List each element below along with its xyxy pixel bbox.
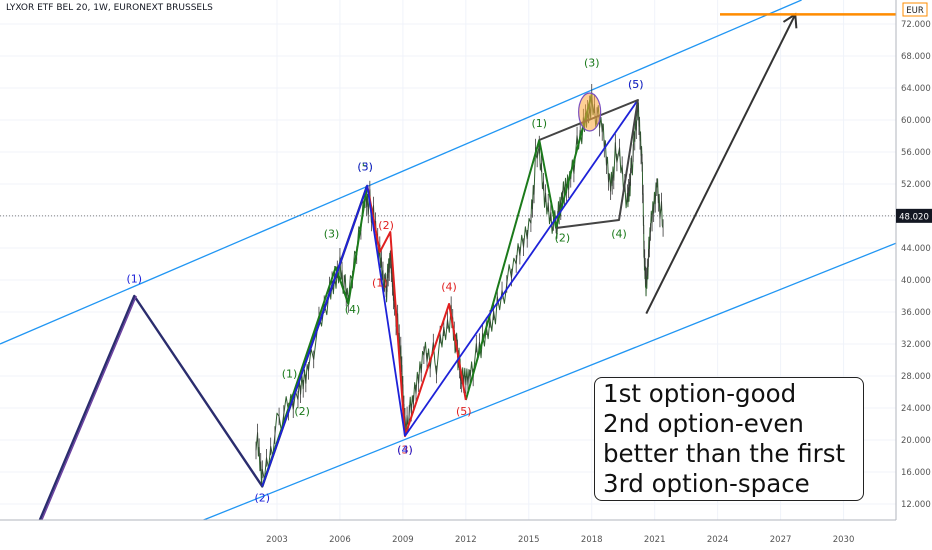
note-line-3: better than the first bbox=[603, 439, 846, 468]
hypothetical-wave-accent bbox=[41, 295, 137, 521]
y-tick-label: 72.000 bbox=[901, 20, 931, 30]
projection-arrow bbox=[645, 13, 797, 315]
y-tick-label: 24.000 bbox=[901, 404, 931, 414]
x-tick-label: 2021 bbox=[644, 535, 666, 545]
y-tick-label: 32.000 bbox=[901, 340, 931, 350]
wave-label: (1) bbox=[531, 117, 547, 130]
x-tick-label: 2030 bbox=[833, 535, 855, 545]
channel-line bbox=[0, 0, 802, 345]
impulse-wave bbox=[464, 94, 593, 401]
wave-label: (4) bbox=[345, 303, 361, 316]
wave-label: (3) bbox=[584, 56, 600, 69]
primary-wave bbox=[404, 99, 639, 437]
wave-label: (1) bbox=[282, 368, 298, 381]
y-tick-label: 12.000 bbox=[901, 500, 931, 510]
y-tick-label: 68.000 bbox=[901, 52, 931, 62]
primary-wave bbox=[261, 184, 406, 487]
x-tick-label: 2003 bbox=[266, 535, 288, 545]
y-tick-label: 44.000 bbox=[901, 244, 931, 254]
trend-channel bbox=[0, 0, 897, 521]
y-tick-label: 28.000 bbox=[901, 372, 931, 382]
wave-label: (4) bbox=[441, 280, 457, 293]
corrective-wave bbox=[366, 185, 467, 437]
wave-label: (4) bbox=[611, 228, 627, 241]
wave-label: (5) bbox=[628, 78, 644, 91]
wave-label: (4) bbox=[397, 444, 413, 457]
channel-line bbox=[203, 242, 897, 521]
x-axis-panel bbox=[0, 520, 932, 550]
y-tick-label: 36.000 bbox=[901, 308, 931, 318]
x-tick-label: 2015 bbox=[518, 535, 540, 545]
last-price-tag: 48.020 bbox=[899, 212, 929, 222]
x-tick-label: 2006 bbox=[329, 535, 351, 545]
y-axis-panel bbox=[896, 0, 932, 550]
wave-label: (2) bbox=[294, 405, 310, 418]
wave-label: (2) bbox=[254, 492, 270, 505]
highlight-circle bbox=[578, 92, 602, 132]
y-tick-label: 52.000 bbox=[901, 180, 931, 190]
wave-label: (5) bbox=[456, 405, 472, 418]
y-tick-label: 64.000 bbox=[901, 84, 931, 94]
x-tick-label: 2027 bbox=[770, 535, 792, 545]
x-tick-label: 2009 bbox=[392, 535, 414, 545]
currency-badge: EUR bbox=[906, 6, 924, 16]
y-tick-label: 20.000 bbox=[901, 436, 931, 446]
wave-label: (2) bbox=[378, 219, 394, 232]
wave-label: (3) bbox=[397, 444, 413, 457]
symbol-header: LYXOR ETF BEL 20, 1W, EURONEXT BRUSSELS bbox=[6, 3, 213, 13]
note-line-1: 1st option-good bbox=[603, 379, 797, 408]
hypothetical-wave bbox=[38, 185, 369, 521]
y-tick-label: 16.000 bbox=[901, 468, 931, 478]
last-price-tag-bg bbox=[896, 208, 932, 223]
wave-label: (5) bbox=[628, 78, 644, 91]
y-tick-label: 40.000 bbox=[901, 276, 931, 286]
note-line-2: 2nd option-even bbox=[603, 409, 804, 438]
wave-label: (3) bbox=[324, 228, 340, 241]
note-line-4: 3rd option-space bbox=[603, 469, 810, 498]
note-box: 1st option-good 2nd option-even better t… bbox=[594, 377, 864, 501]
y-tick-label: 56.000 bbox=[901, 148, 931, 158]
wave-label: (1) bbox=[126, 272, 142, 285]
wave-label: (2) bbox=[555, 232, 571, 245]
x-tick-label: 2024 bbox=[707, 535, 729, 545]
wave-label: (5) bbox=[357, 160, 373, 173]
elliott-waves bbox=[0, 12, 896, 521]
wave-label: (1) bbox=[372, 276, 388, 289]
currency-badge-box bbox=[902, 2, 928, 17]
wave-label: (3) bbox=[357, 160, 373, 173]
impulse-wave bbox=[261, 185, 369, 487]
x-tick-label: 2018 bbox=[581, 535, 603, 545]
y-tick-label: 60.000 bbox=[901, 116, 931, 126]
x-tick-label: 2012 bbox=[455, 535, 477, 545]
wave-labels: (1)(2)(1)(2)(3)(4)(5)(3)(2)(1)(3)(4)(4)(… bbox=[126, 56, 643, 504]
